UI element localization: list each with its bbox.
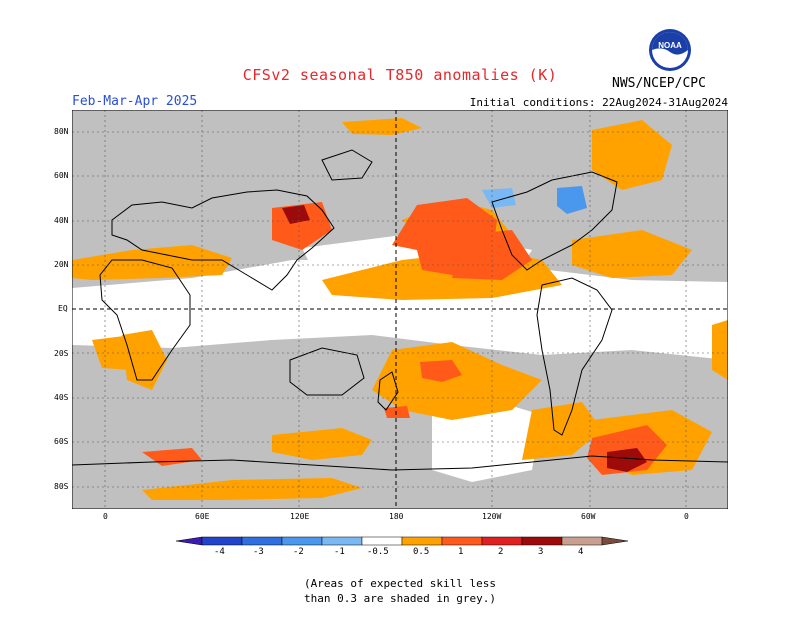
lon-label-120w: 120W [482,512,502,521]
anomaly-map [72,110,728,509]
lon-label-60e: 60E [195,512,210,521]
legend-label-neg2: -2 [293,547,304,557]
lat-label-80s: 80S [54,482,69,491]
skill-note-line1: (Areas of expected skill less [303,577,497,590]
lat-label-40n: 40N [54,216,69,225]
lat-label-20s: 20S [54,349,69,358]
lon-label-180: 180 [389,512,404,521]
legend-label-neg1: -1 [334,547,345,557]
lat-label-80n: 80N [54,127,69,136]
legend-label-4: 4 [578,547,584,557]
svg-text:NOAA: NOAA [658,41,682,50]
lat-label-60n: 60N [54,171,69,180]
lon-label-0-east: 0 [684,512,689,521]
legend-label-neg05: -0.5 [367,547,389,557]
legend-label-3: 3 [538,547,544,557]
map-title: CFSv2 seasonal T850 anomalies (K) [242,66,558,84]
legend-label-05: 0.5 [413,547,430,557]
lat-label-20n: 20N [54,260,69,269]
forecast-period: Feb-Mar-Apr 2025 [72,94,198,109]
lon-label-60w: 60W [581,512,596,521]
lon-label-120e: 120E [290,512,310,521]
legend-label-2: 2 [498,547,504,557]
skill-note: (Areas of expected skill less than 0.3 a… [0,576,800,606]
noaa-logo-icon: NOAA [649,29,691,71]
color-legend [175,536,629,546]
legend-label-1: 1 [458,547,464,557]
skill-note-line2: than 0.3 are shaded in grey.) [303,592,497,605]
lat-label-60s: 60S [54,437,69,446]
legend-label-neg4: -4 [214,547,225,557]
legend-label-neg3: -3 [253,547,264,557]
lat-label-40s: 40S [54,393,69,402]
lon-label-0: 0 [103,512,108,521]
lat-label-eq: EQ [58,304,68,313]
initial-conditions: Initial conditions: 22Aug2024-31Aug2024 [469,96,728,109]
organization-label: NWS/NCEP/CPC [612,76,706,91]
